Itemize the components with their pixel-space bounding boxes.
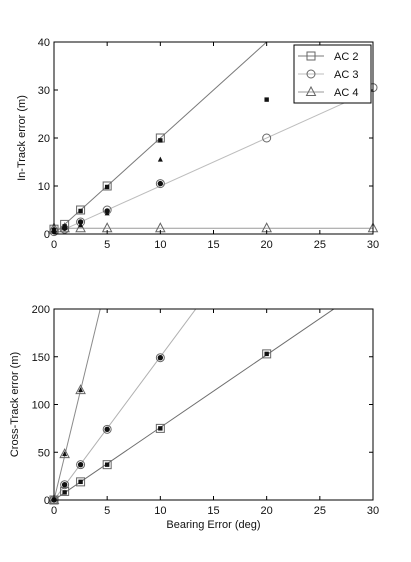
sample-point-ac-2: [78, 208, 83, 214]
y-tick-label: 0: [44, 495, 50, 507]
y-tick-label: 50: [38, 447, 50, 459]
sample-point-ac-2: [264, 97, 269, 102]
sample-point-ac-3: [157, 355, 164, 361]
marker-ac-2: [76, 477, 86, 487]
y-tick-label: 150: [32, 352, 50, 364]
x-tick-label: 10: [154, 505, 166, 517]
legend-marker-ac-3: [306, 69, 316, 79]
legend-label-ac-2: AC 2: [334, 51, 358, 63]
x-axis-label: Bearing Error (deg): [166, 519, 260, 531]
x-tick-label: 20: [261, 505, 273, 517]
sample-point-ac-3: [61, 482, 68, 488]
x-tick-label: 0: [51, 505, 57, 517]
sample-point-ac-3: [157, 180, 164, 187]
marker-ac-4: [75, 222, 86, 233]
sample-point-ac-2: [62, 490, 67, 495]
chart-panel-2: 0 5 10 15 20 25 30 0 50 100 150 200 Cross-Track erro…: [9, 304, 379, 531]
marker-ac-2: [155, 423, 165, 433]
x-tick-label: 20: [261, 239, 273, 251]
marker-ac-4: [75, 384, 86, 395]
x-tick-label: 15: [207, 239, 219, 251]
x-tick-label: 30: [367, 239, 379, 251]
x-tick-label: 5: [104, 505, 110, 517]
marker-ac-2: [262, 349, 272, 359]
marker-ac-3: [262, 133, 272, 143]
sample-point-ac-2: [158, 426, 163, 431]
legend-marker-ac-2: [306, 51, 316, 61]
sample-point-ac-3: [104, 426, 110, 433]
y-axis-label: In-Track error (m): [16, 95, 28, 181]
fit-line-ac-2: [54, 309, 335, 500]
legend-marker-ac-4: [305, 85, 317, 96]
y-axis-label: Cross-Track error (m): [9, 352, 21, 457]
marker-ac-3: [102, 424, 112, 434]
fit-line-ac-3: [54, 89, 373, 234]
sample-point-ac-2: [78, 479, 83, 485]
sample-point-ac-2: [158, 138, 163, 143]
marker-ac-2: [102, 181, 112, 191]
y-tick-label: 200: [32, 304, 50, 316]
y-tick-label: 100: [32, 400, 50, 412]
marker-ac-2: [76, 205, 86, 215]
chart-panel-1: 0 5 10 15 20 25 30 0 10 20 30 40 In-Track error (m) A…: [16, 37, 379, 251]
x-tick-label: 15: [207, 505, 219, 517]
x-tick-label: 25: [314, 239, 326, 251]
sample-point-ac-2: [264, 351, 269, 357]
sample-point-ac-4: [104, 210, 110, 216]
sample-point-ac-3: [77, 461, 84, 468]
sample-point-ac-4: [62, 451, 68, 457]
marker-ac-3: [155, 353, 165, 363]
fit-lines: [54, 42, 373, 234]
sample-point-ac-4: [78, 387, 84, 393]
marker-ac-3: [155, 179, 165, 189]
x-tick-label: 30: [367, 505, 379, 517]
marker-ac-3: [76, 460, 86, 470]
fit-line-ac-2: [54, 42, 268, 234]
legend-label-ac-3: AC 3: [334, 69, 358, 81]
y-tick-label: 40: [38, 37, 50, 49]
x-tick-label: 5: [104, 239, 110, 251]
legend-label-ac-4: AC 4: [334, 87, 358, 99]
sample-point-ac-4: [157, 156, 163, 162]
y-tick-label: 10: [38, 181, 50, 193]
sample-point-ac-4: [78, 222, 84, 228]
sample-point-ac-2: [104, 184, 110, 190]
x-tick-label: 10: [154, 239, 166, 251]
legend: AC 2 AC 3 AC 4: [293, 44, 372, 104]
y-tick-label: 0: [44, 229, 50, 241]
marker-ac-3: [60, 480, 70, 490]
x-tick-label: 0: [51, 239, 57, 251]
x-tick-label: 25: [314, 505, 326, 517]
fit-line-ac-3: [54, 309, 197, 500]
sample-point-ac-4: [62, 224, 68, 230]
sample-point-ac-3: [77, 219, 84, 225]
plot-area: [53, 308, 374, 501]
y-tick-label: 20: [38, 133, 50, 145]
sample-point-ac-2: [104, 462, 110, 467]
marker-ac-4: [59, 448, 70, 459]
y-tick-label: 30: [38, 85, 50, 97]
marker-ac-2: [102, 460, 112, 470]
